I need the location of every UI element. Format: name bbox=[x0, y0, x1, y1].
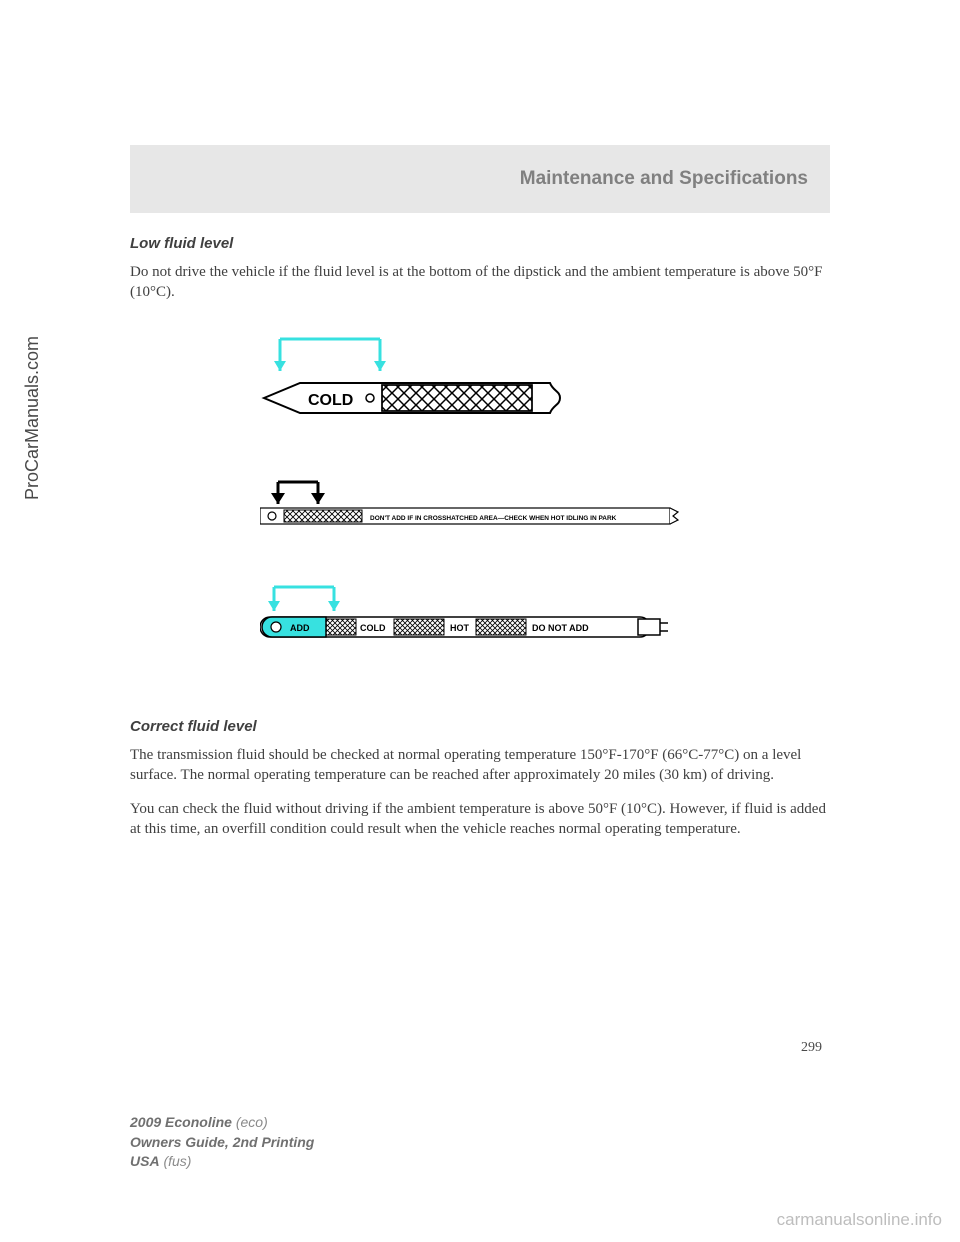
footer-guide: Owners Guide, 2nd Printing bbox=[130, 1133, 314, 1153]
dipstick2-text: DON'T ADD IF IN CROSSHATCHED AREA—CHECK … bbox=[370, 515, 617, 522]
cold-zone-label: COLD bbox=[360, 623, 386, 633]
footer-model: 2009 Econoline bbox=[130, 1114, 232, 1130]
dipstick-cold-diagram: COLD bbox=[260, 333, 600, 433]
hot-zone-label: HOT bbox=[450, 623, 470, 633]
correct-fluid-heading: Correct fluid level bbox=[130, 718, 830, 735]
low-fluid-paragraph: Do not drive the vehicle if the fluid le… bbox=[130, 262, 830, 303]
bottom-watermark: carmanualsonline.info bbox=[777, 1210, 942, 1230]
page-content: Maintenance and Specifications Low fluid… bbox=[130, 145, 830, 1056]
page-number: 299 bbox=[130, 1040, 830, 1056]
dipstick-diagrams: COLD bbox=[260, 333, 690, 698]
cold-label: COLD bbox=[308, 392, 353, 409]
correct-fluid-para2: You can check the fluid without driving … bbox=[130, 799, 830, 840]
side-watermark: ProCarManuals.com bbox=[22, 336, 43, 500]
low-fluid-heading: Low fluid level bbox=[130, 235, 830, 252]
dipstick-crosshatch-diagram: DON'T ADD IF IN CROSSHATCHED AREA—CHECK … bbox=[260, 478, 680, 538]
page-footer: 2009 Econoline (eco) Owners Guide, 2nd P… bbox=[130, 1113, 314, 1172]
section-header-title: Maintenance and Specifications bbox=[520, 168, 808, 190]
add-label: ADD bbox=[290, 623, 310, 633]
section-header-bar: Maintenance and Specifications bbox=[130, 145, 830, 213]
footer-market: USA bbox=[130, 1153, 160, 1169]
footer-model-code: (eco) bbox=[236, 1114, 268, 1130]
donotadd-label: DO NOT ADD bbox=[532, 623, 589, 633]
correct-fluid-para1: The transmission fluid should be checked… bbox=[130, 745, 830, 786]
footer-market-code: (fus) bbox=[163, 1153, 191, 1169]
dipstick-zones-diagram: ADD COLD HOT DO NOT ADD bbox=[260, 583, 680, 653]
